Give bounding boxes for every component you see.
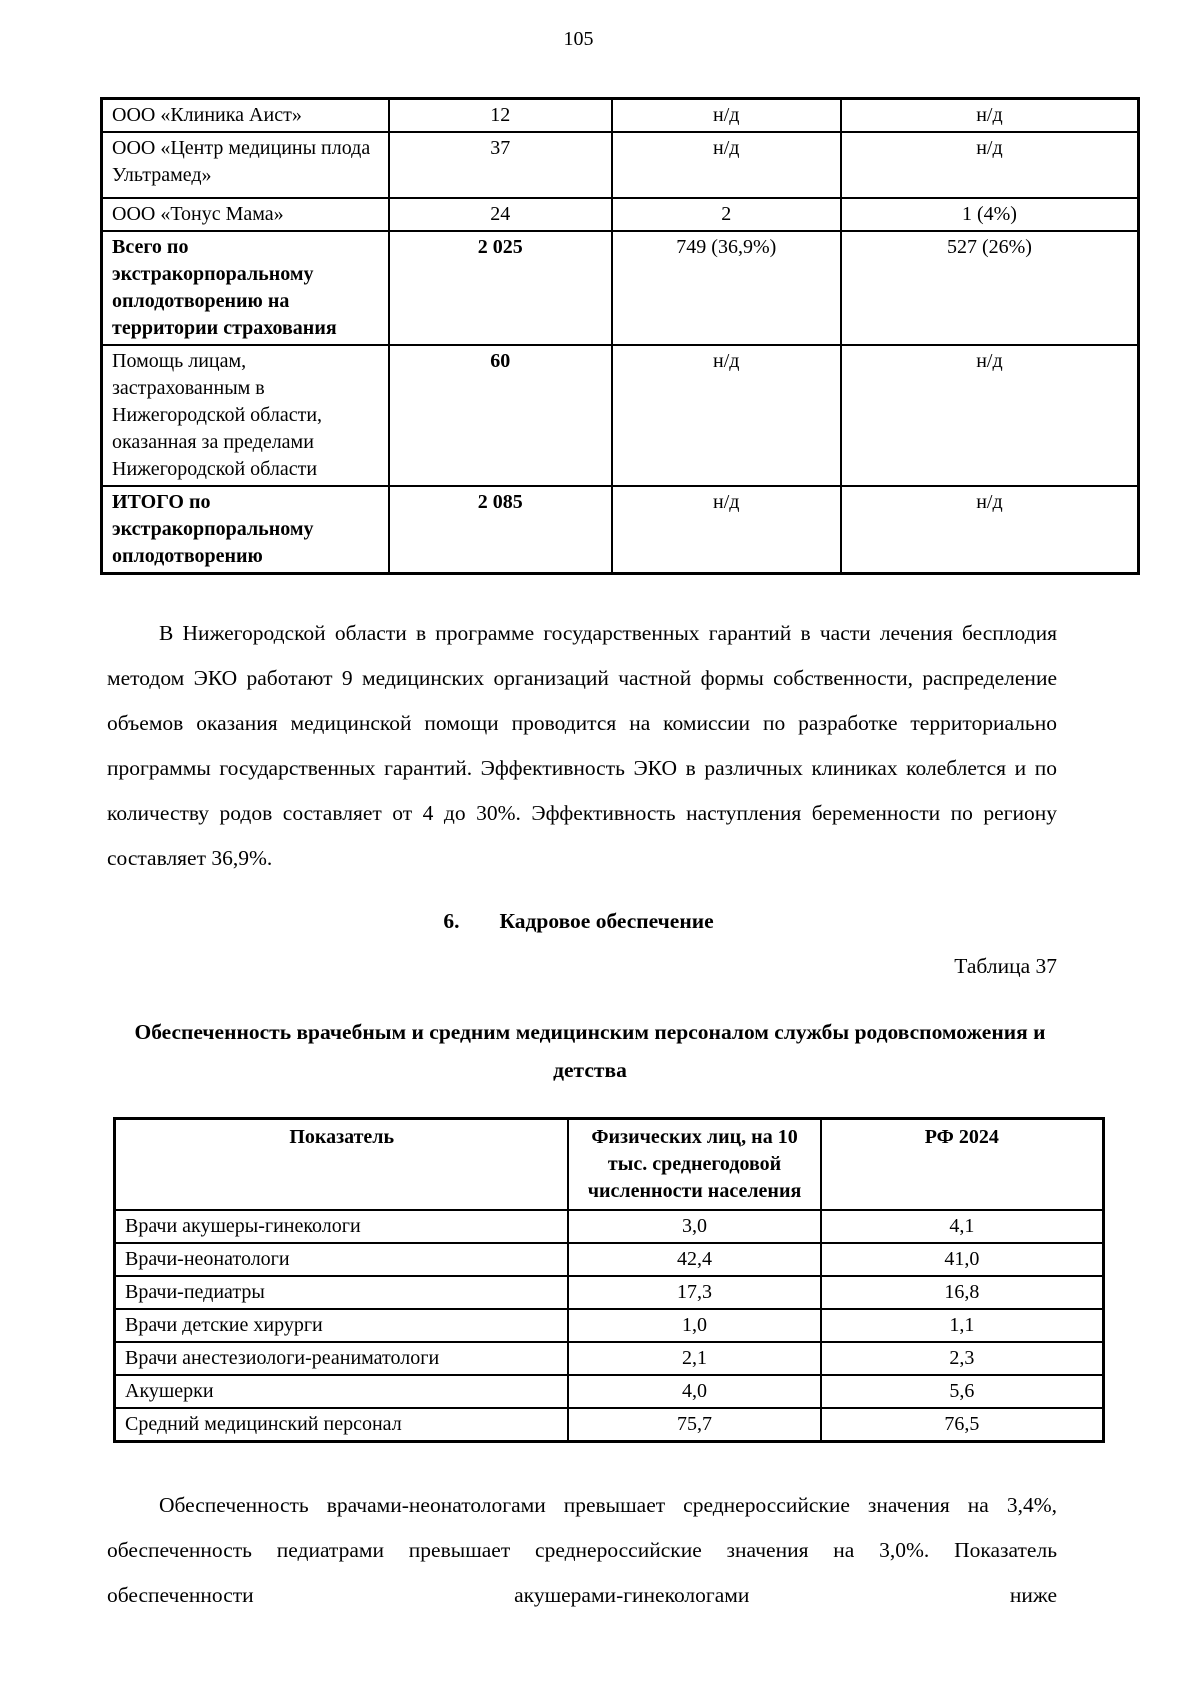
table-row: Врачи детские хирурги 1,0 1,1 — [113, 1308, 1105, 1343]
value-cell: 24 — [387, 197, 613, 232]
ivf-results-table: ООО «Клиника Аист» 12 н/д н/д ООО «Центр… — [100, 97, 1140, 575]
table-row: ООО «Клиника Аист» 12 н/д н/д — [100, 97, 1140, 133]
indicator-cell: Врачи-педиатры — [113, 1275, 570, 1310]
value-cell: 3,0 — [567, 1209, 822, 1244]
value-cell: 4,0 — [567, 1374, 822, 1409]
indicator-cell: Акушерки — [113, 1374, 570, 1409]
table-row: Врачи-неонатологи 42,4 41,0 — [113, 1242, 1105, 1277]
value-cell: 42,4 — [567, 1242, 822, 1277]
table-row: Врачи-педиатры 17,3 16,8 — [113, 1275, 1105, 1310]
value-cell: 41,0 — [819, 1242, 1105, 1277]
value-cell: н/д — [610, 344, 842, 487]
value-cell: 1,0 — [567, 1308, 822, 1343]
table-header-row: Показатель Физических лиц, на 10 тыс. ср… — [113, 1117, 1105, 1211]
organization-cell: Всего по экстракорпоральному оплодотворе… — [100, 230, 390, 346]
section-heading: 6. Кадровое обеспечение — [100, 909, 1057, 934]
table-caption: Таблица 37 — [954, 954, 1057, 978]
table-row: Средний медицинский персонал 75,7 76,5 — [113, 1407, 1105, 1443]
table-row: Врачи анестезиологи-реаниматологи 2,1 2,… — [113, 1341, 1105, 1376]
value-cell: н/д — [839, 485, 1140, 575]
value-cell: 16,8 — [819, 1275, 1105, 1310]
value-cell: 37 — [387, 131, 613, 199]
body-paragraph-staffing: Обеспеченность врачами-неонатологами пре… — [107, 1493, 1057, 1607]
organization-cell: Помощь лицам, застрахованным в Нижегород… — [100, 344, 390, 487]
indicator-cell: Врачи-неонатологи — [113, 1242, 570, 1277]
value-cell: 2 085 — [387, 485, 613, 575]
staffing-table: Показатель Физических лиц, на 10 тыс. ср… — [113, 1117, 1105, 1443]
table-row: Помощь лицам, застрахованным в Нижегород… — [100, 344, 1140, 487]
indicator-cell: Врачи детские хирурги — [113, 1308, 570, 1343]
value-cell: н/д — [839, 344, 1140, 487]
organization-cell: ООО «Центр медицины плода Ультрамед» — [100, 131, 390, 199]
value-cell: 2 — [610, 197, 842, 232]
value-cell: 76,5 — [819, 1407, 1105, 1443]
table-row-grand-total: ИТОГО по экстракорпоральному оплодотворе… — [100, 485, 1140, 575]
table-row: Врачи акушеры-гинекологи 3,0 4,1 — [113, 1209, 1105, 1244]
value-cell: н/д — [610, 97, 842, 133]
value-cell: 75,7 — [567, 1407, 822, 1443]
value-cell: 1,1 — [819, 1308, 1105, 1343]
value-cell: 5,6 — [819, 1374, 1105, 1409]
organization-cell: ИТОГО по экстракорпоральному оплодотворе… — [100, 485, 390, 575]
organization-cell: ООО «Тонус Мама» — [100, 197, 390, 232]
value-cell: 527 (26%) — [839, 230, 1140, 346]
value-cell: 60 — [387, 344, 613, 487]
value-cell: 17,3 — [567, 1275, 822, 1310]
value-cell: 1 (4%) — [839, 197, 1140, 232]
value-cell: 2,3 — [819, 1341, 1105, 1376]
section-title: Кадровое обеспечение — [499, 909, 714, 933]
column-header-indicator: Показатель — [113, 1117, 570, 1211]
value-cell: 2,1 — [567, 1341, 822, 1376]
organization-cell: ООО «Клиника Аист» — [100, 97, 390, 133]
column-header-per10k: Физических лиц, на 10 тыс. среднегодовой… — [567, 1117, 822, 1211]
table-row: ООО «Центр медицины плода Ультрамед» 37 … — [100, 131, 1140, 199]
table-row: ООО «Тонус Мама» 24 2 1 (4%) — [100, 197, 1140, 232]
table-row: Акушерки 4,0 5,6 — [113, 1374, 1105, 1409]
page-number: 105 — [563, 28, 594, 50]
value-cell: 12 — [387, 97, 613, 133]
body-paragraph-ivf: В Нижегородской области в программе госу… — [107, 621, 1057, 870]
table-title: Обеспеченность врачебным и средним медиц… — [134, 1020, 1046, 1082]
indicator-cell: Врачи акушеры-гинекологи — [113, 1209, 570, 1244]
value-cell: н/д — [839, 97, 1140, 133]
value-cell: н/д — [610, 131, 842, 199]
value-cell: н/д — [839, 131, 1140, 199]
value-cell: 2 025 — [387, 230, 613, 346]
table-row-total: Всего по экстракорпоральному оплодотворе… — [100, 230, 1140, 346]
section-number: 6. — [443, 909, 460, 933]
indicator-cell: Средний медицинский персонал — [113, 1407, 570, 1443]
value-cell: 749 (36,9%) — [610, 230, 842, 346]
value-cell: н/д — [610, 485, 842, 575]
column-header-rf2024: РФ 2024 — [819, 1117, 1105, 1211]
indicator-cell: Врачи анестезиологи-реаниматологи — [113, 1341, 570, 1376]
value-cell: 4,1 — [819, 1209, 1105, 1244]
